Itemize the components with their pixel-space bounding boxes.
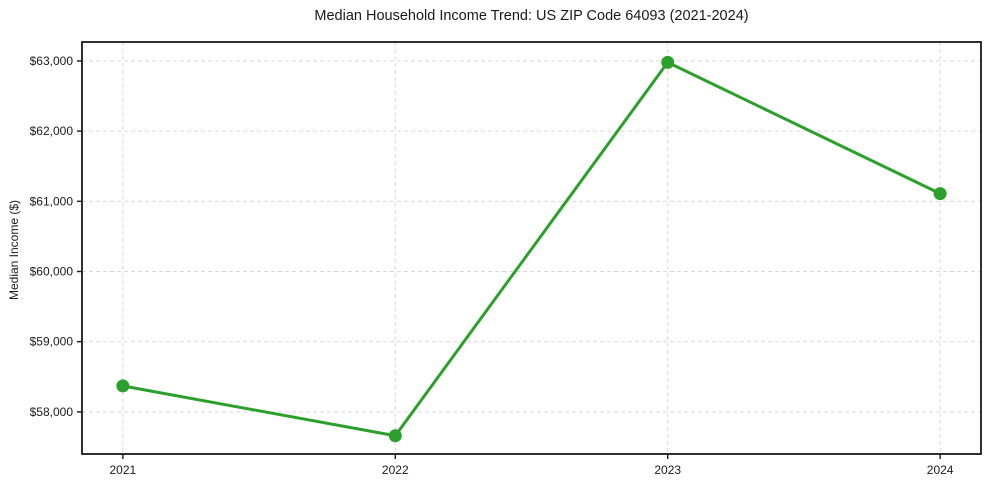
y-tick-label: $63,000 <box>30 54 74 68</box>
y-tick-label: $61,000 <box>30 194 74 208</box>
y-tick-label: $58,000 <box>30 405 74 419</box>
y-tick-label: $62,000 <box>30 124 74 138</box>
chart-title: Median Household Income Trend: US ZIP Co… <box>314 8 749 24</box>
data-point-2021 <box>116 379 130 393</box>
trend-line <box>121 60 942 438</box>
data-point-2023 <box>661 55 675 69</box>
x-tick-label: 2022 <box>382 463 409 477</box>
data-point-2024 <box>933 187 947 201</box>
axes-box <box>81 41 982 455</box>
x-tick-label: 2024 <box>927 463 954 477</box>
x-tick-label: 2023 <box>654 463 681 477</box>
data-point-2022 <box>388 429 402 443</box>
y-tick-label: $60,000 <box>30 265 74 279</box>
x-tick-label: 2021 <box>110 463 137 477</box>
y-tick-label: $59,000 <box>30 335 74 349</box>
